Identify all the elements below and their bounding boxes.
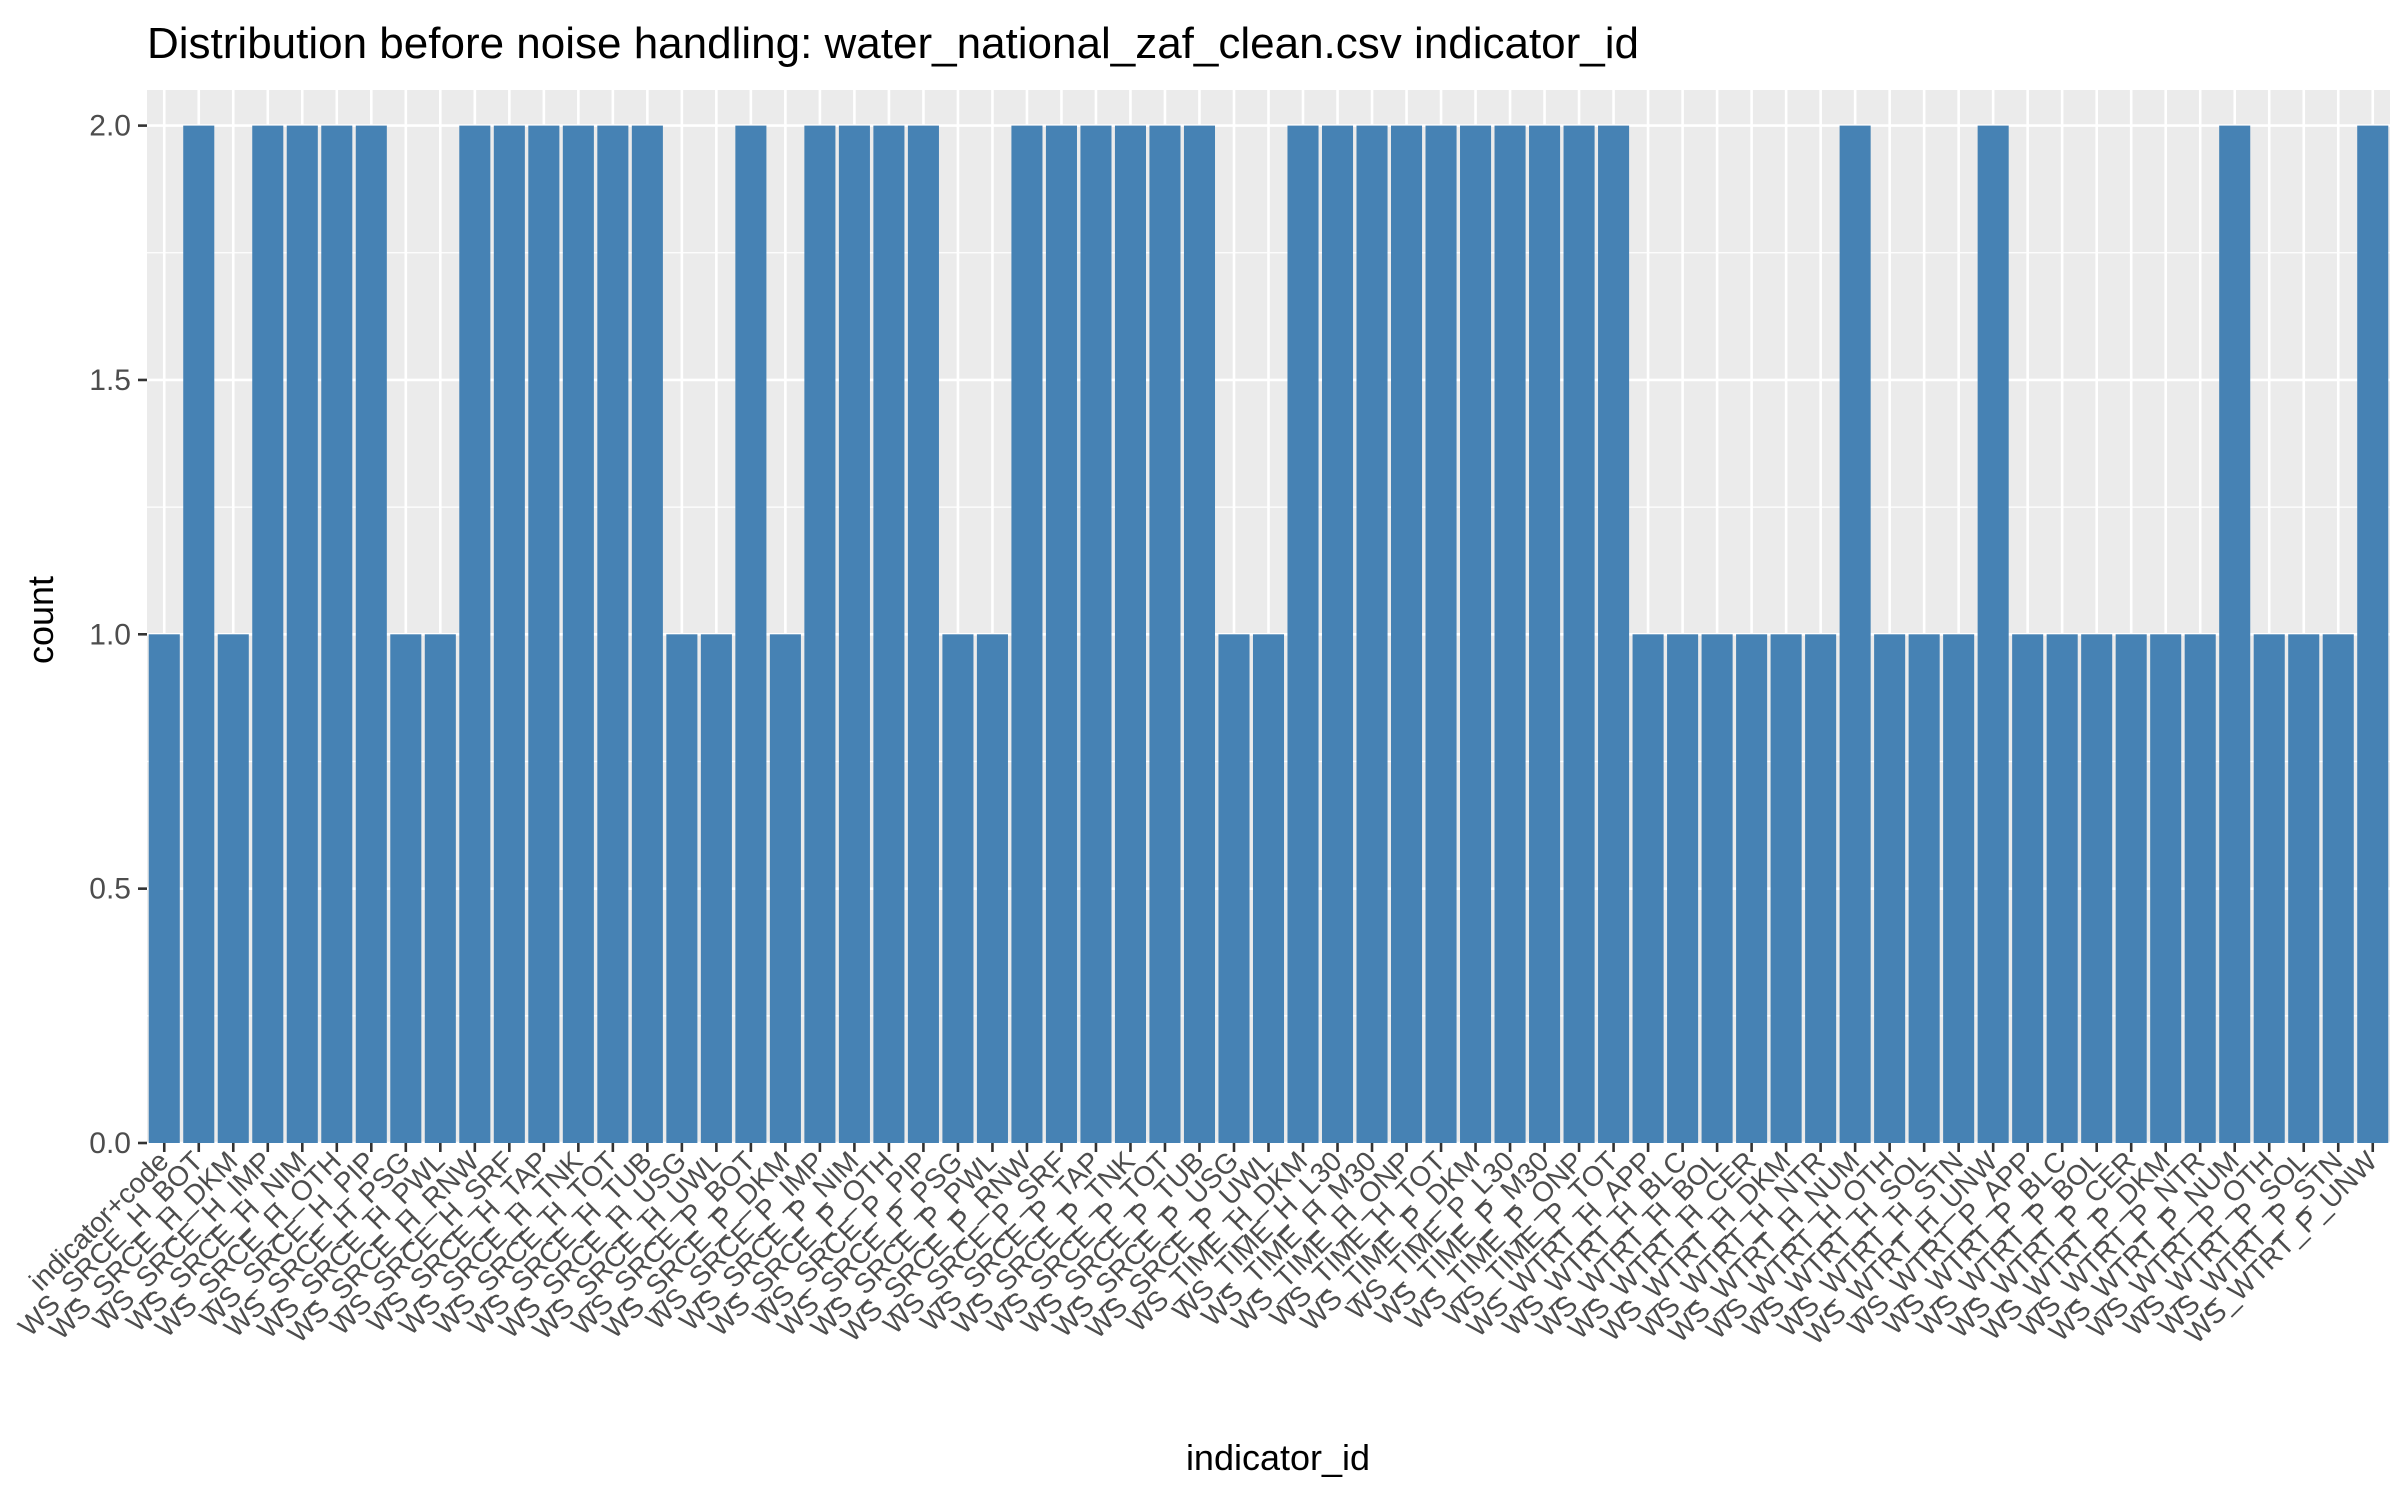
- bar-ws-wtrt-h-blc: [1667, 634, 1699, 1143]
- y-tick-label: 2.0: [89, 110, 131, 143]
- bar-ws-wtrt-p-bol: [2081, 634, 2113, 1143]
- bar-ws-srce-h-pwl: [424, 634, 456, 1143]
- bar-ws-wtrt-h-stn: [1943, 634, 1975, 1143]
- bar-ws-srce-h-tot: [597, 125, 629, 1143]
- bar-ws-srce-h-bot: [183, 125, 215, 1143]
- bar-ws-wtrt-h-cer: [1736, 634, 1768, 1143]
- bar-ws-srce-h-usg: [666, 634, 698, 1143]
- bar-ws-srce-p-pip: [907, 125, 939, 1143]
- bar-ws-wtrt-p-ntr: [2184, 634, 2216, 1143]
- y-axis-title: count: [20, 576, 61, 664]
- bar-ws-srce-h-srf: [493, 125, 525, 1143]
- bar-ws-srce-p-pwl: [976, 634, 1008, 1143]
- bar-ws-wtrt-h-ntr: [1805, 634, 1837, 1143]
- bar-ws-srce-p-tot: [1149, 125, 1181, 1143]
- bar-ws-time-h-l30: [1321, 125, 1354, 1143]
- bar-ws-srce-p-dkm: [769, 634, 801, 1143]
- bar-ws-wtrt-p-num: [2219, 125, 2251, 1143]
- chart-title: Distribution before noise handling: wate…: [147, 19, 1639, 68]
- bar-ws-srce-h-psg: [390, 634, 422, 1143]
- bar-ws-time-p-dkm: [1460, 125, 1492, 1143]
- bar-ws-srce-h-rnw: [459, 125, 491, 1143]
- bar-ws-wtrt-h-app: [1632, 634, 1664, 1143]
- bar-ws-wtrt-p-oth: [2253, 634, 2285, 1143]
- bar-ws-wtrt-h-dkm: [1770, 634, 1802, 1143]
- bar-ws-wtrt-h-oth: [1874, 634, 1906, 1143]
- y-tick-label: 0.0: [89, 1127, 131, 1160]
- bar-ws-srce-p-uwl: [1252, 634, 1285, 1143]
- bar-ws-time-h-onp: [1391, 125, 1423, 1143]
- y-tick-label: 0.5: [89, 873, 131, 906]
- bar-ws-srce-h-nim: [286, 125, 318, 1143]
- bar-ws-srce-h-dkm: [217, 634, 249, 1143]
- bar-ws-srce-p-nim: [838, 125, 870, 1143]
- bar-ws-srce-h-tub: [631, 125, 663, 1143]
- bars: [148, 125, 2389, 1143]
- bar-ws-srce-p-srf: [1045, 125, 1077, 1143]
- bar-ws-wtrt-h-num: [1839, 125, 1871, 1143]
- bar-ws-time-h-dkm: [1287, 125, 1319, 1143]
- bar-indicator-code: [148, 634, 180, 1143]
- bar-ws-srce-p-psg: [942, 634, 974, 1143]
- bar-ws-wtrt-p-app: [2012, 634, 2044, 1143]
- bar-ws-srce-h-pip: [355, 125, 387, 1143]
- bar-ws-wtrt-p-unw: [2357, 125, 2389, 1143]
- bar-ws-time-p-tot: [1598, 125, 1630, 1143]
- y-tick-label: 1.5: [89, 364, 131, 397]
- bar-ws-srce-p-tub: [1183, 125, 1216, 1143]
- x-axis: indicator+codeWS_SRCE_H_BOTWS_SRCE_H_DKM…: [12, 1143, 2383, 1351]
- bar-ws-wtrt-p-dkm: [2150, 634, 2182, 1143]
- bar-ws-wtrt-h-unw: [1977, 125, 2009, 1143]
- bar-ws-srce-h-uwl: [700, 634, 732, 1143]
- bar-ws-wtrt-p-cer: [2115, 634, 2147, 1143]
- bar-ws-srce-p-usg: [1218, 634, 1250, 1143]
- bar-ws-srce-p-tap: [1080, 125, 1112, 1143]
- bar-ws-srce-p-imp: [804, 125, 836, 1143]
- y-tick-label: 1.0: [89, 618, 131, 651]
- bar-ws-time-p-onp: [1563, 125, 1595, 1143]
- bar-ws-time-p-m30: [1529, 125, 1561, 1143]
- bar-ws-wtrt-h-sol: [1908, 634, 1940, 1143]
- bar-ws-wtrt-p-stn: [2322, 634, 2354, 1143]
- bar-ws-srce-p-bot: [735, 125, 767, 1143]
- bar-ws-srce-h-tap: [528, 125, 560, 1143]
- y-axis: 0.0 0.5 1.0 1.5 2.0: [89, 110, 147, 1160]
- bar-ws-time-p-l30: [1494, 125, 1526, 1143]
- bar-ws-time-h-m30: [1356, 125, 1388, 1143]
- bar-ws-srce-h-oth: [321, 125, 353, 1143]
- bar-ws-wtrt-p-blc: [2046, 634, 2078, 1143]
- bar-ws-srce-h-imp: [252, 125, 284, 1143]
- bar-ws-wtrt-h-bol: [1701, 634, 1733, 1143]
- bar-ws-srce-h-tnk: [562, 125, 594, 1143]
- bar-ws-srce-p-rnw: [1011, 125, 1043, 1143]
- bar-ws-srce-p-tnk: [1114, 125, 1146, 1143]
- bar-ws-srce-p-oth: [873, 125, 905, 1143]
- bar-ws-wtrt-p-sol: [2288, 634, 2320, 1143]
- bar-ws-time-h-tot: [1425, 125, 1457, 1143]
- x-axis-title: indicator_id: [1186, 1437, 1370, 1478]
